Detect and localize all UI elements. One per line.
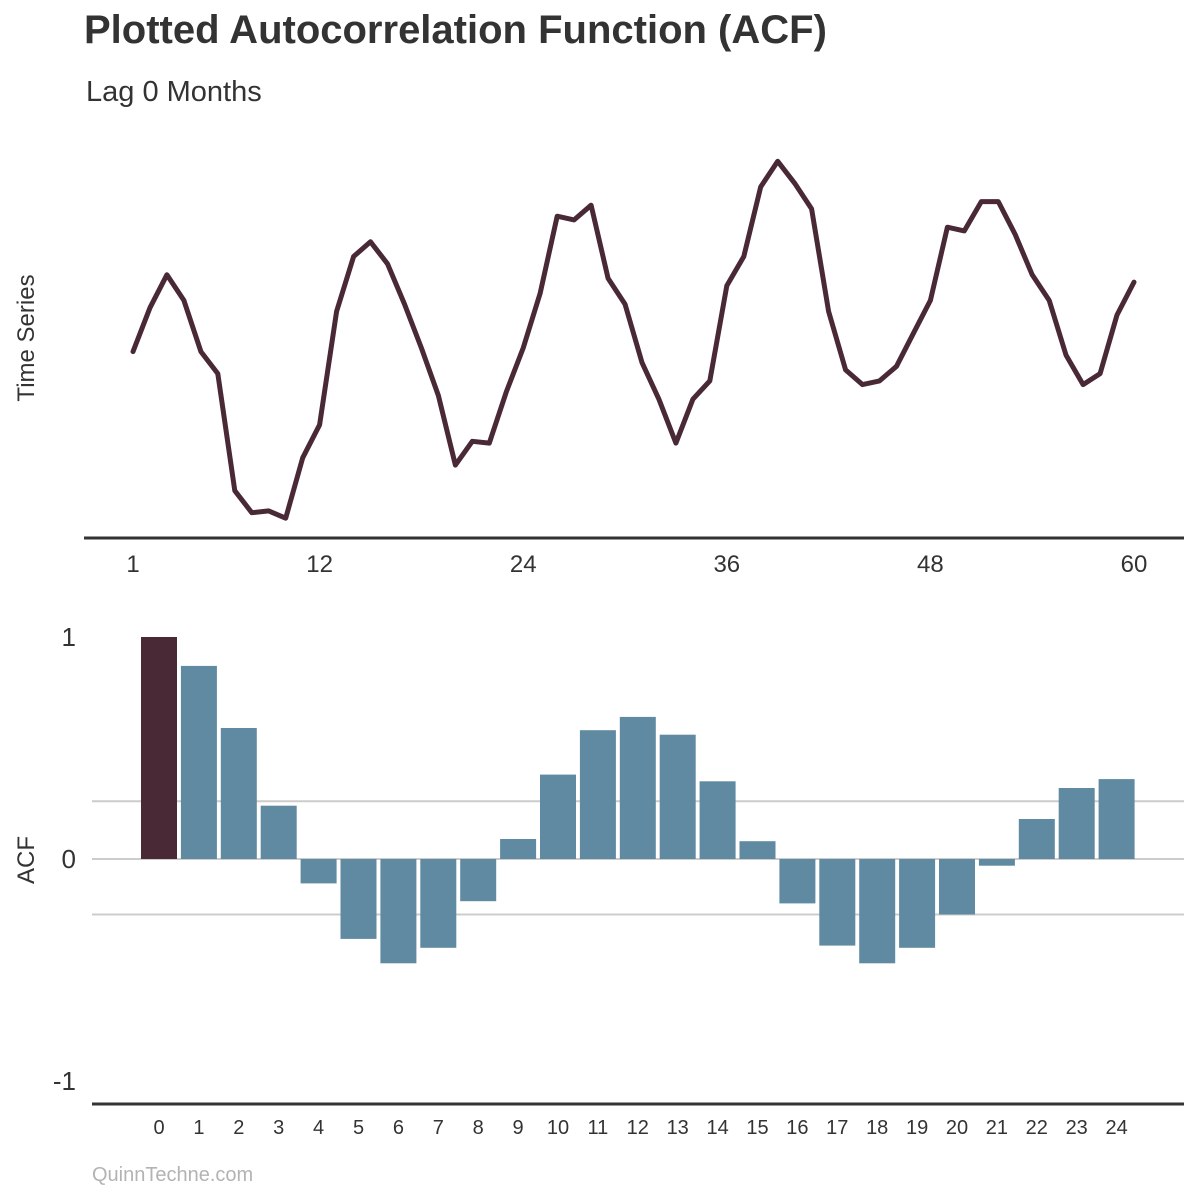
acf-x-tick-label: 21 [986,1117,1008,1139]
acf-bar-lag-18 [859,859,896,964]
acf-bar-lag-14 [699,781,736,859]
time-series-x-tick-label: 1 [126,551,139,578]
acf-bar-lag-17 [819,859,856,946]
acf-x-tick-label: 17 [826,1117,848,1139]
acf-x-tick-label: 4 [313,1117,324,1139]
acf-x-tick-label: 6 [393,1117,404,1139]
time-series-x-ticks: 1 12 24 36 48 60 [126,551,1147,578]
acf-panel: ACF -101 0 1 2 3 4 5 6 7 8 9 10 11 12 13 14 15 16 17 18 19 2… [13,622,1184,1139]
chart-subtitle: Lag 0 Months [86,76,262,108]
time-series-x-tick-label: 48 [917,551,944,578]
acf-bar-lag-6 [380,859,417,964]
acf-bar-lag-10 [540,774,576,859]
acf-x-tick-label: 16 [786,1117,808,1139]
acf-y-ticks: -1 0 1 [53,622,76,1096]
acf-bar-lag-0 [141,637,177,859]
acf-x-tick-label: 1 [193,1117,204,1139]
acf-bar-lag-5 [340,859,377,939]
acf-x-tick-label: 19 [906,1117,928,1139]
acf-x-tick-label: 3 [273,1117,284,1139]
acf-x-tick-label: 11 [588,1117,609,1139]
acf-bar-lag-9 [500,839,537,859]
acf-x-tick-label: 8 [473,1117,484,1139]
acf-bar-lag-11 [579,730,616,859]
acf-y-axis-label: ACF [13,836,40,884]
acf-x-tick-label: 10 [547,1117,569,1139]
acf-bar-lag-16 [779,859,816,904]
chart-title: Plotted Autocorrelation Function (ACF) [84,8,827,52]
acf-bar-lag-15 [739,841,776,859]
acf-x-tick-label: 13 [667,1117,689,1139]
time-series-x-tick-label: 24 [510,551,537,578]
acf-x-tick-label: 18 [866,1117,888,1139]
acf-bar-lag-7 [420,859,457,948]
acf-x-tick-label: 14 [706,1117,728,1139]
acf-bar-lag-2 [220,728,257,859]
acf-bar-lag-19 [899,859,936,948]
acf-x-tick-label: 15 [746,1117,768,1139]
acf-bar-lag-3 [260,805,297,859]
acf-bar-lag-12 [619,716,656,859]
acf-x-tick-label: 20 [946,1117,968,1139]
acf-x-tick-label: 0 [153,1117,164,1139]
acf-y-tick-label: -1 [53,1066,76,1096]
time-series-panel: Time Series 1 12 24 36 48 60 [13,158,1184,578]
acf-x-tick-label: 24 [1105,1117,1127,1139]
acf-x-tick-label: 7 [433,1117,444,1139]
acf-bar-lag-4 [300,859,337,884]
acf-x-tick-label: 22 [1026,1117,1048,1139]
acf-bar-lag-24 [1098,779,1135,859]
time-series-line [130,158,1137,521]
acf-x-tick-label: 9 [513,1117,524,1139]
time-series-y-axis-label: Time Series [13,274,40,401]
acf-x-tick-label: 12 [627,1117,649,1139]
time-series-x-tick-label: 12 [306,551,333,578]
acf-bar-lag-22 [1018,819,1055,859]
footer-credit: QuinnTechne.com [92,1164,254,1186]
acf-x-tick-label: 5 [353,1117,364,1139]
acf-bars [141,637,1135,964]
acf-y-tick-label: 1 [62,622,76,652]
acf-bar-lag-23 [1058,788,1095,859]
acf-bar-lag-20 [939,859,975,915]
acf-x-tick-label: 2 [233,1117,244,1139]
acf-x-ticks: 0 1 2 3 4 5 6 7 8 9 10 11 12 13 14 15 16 17 18 19 20 21 22 23 24 [153,1117,1127,1139]
acf-bar-lag-13 [659,734,696,859]
acf-bar-lag-21 [978,859,1015,866]
acf-y-tick-label: 0 [62,844,76,874]
acf-x-tick-label: 23 [1066,1117,1088,1139]
time-series-x-tick-label: 36 [713,551,740,578]
acf-bar-lag-1 [180,665,217,859]
acf-bar-lag-8 [460,859,497,902]
time-series-x-tick-label: 60 [1121,551,1148,578]
